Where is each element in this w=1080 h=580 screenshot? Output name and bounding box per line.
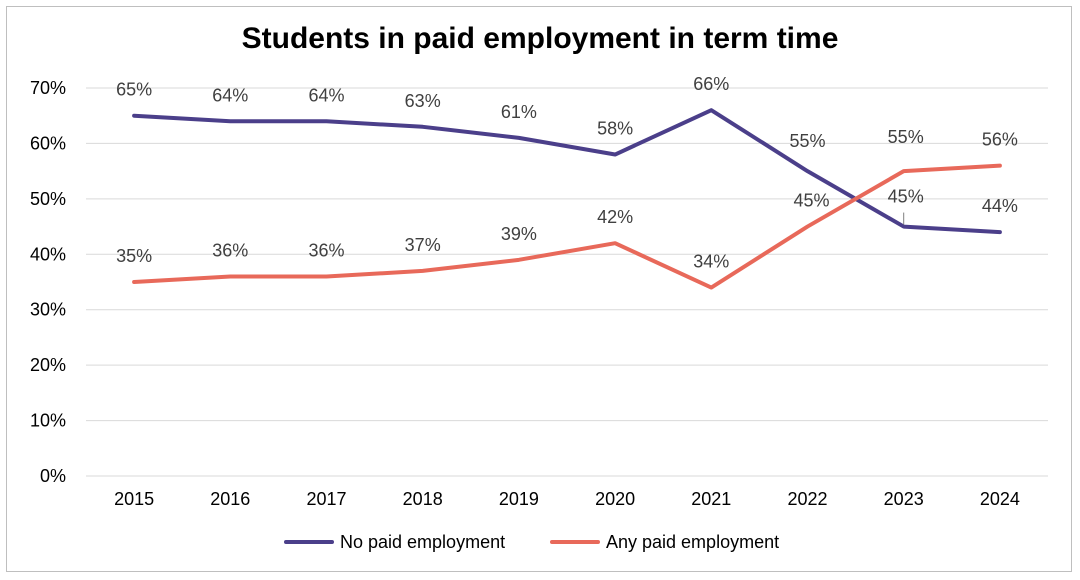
data-label: 36% — [308, 240, 344, 260]
series-line-1 — [132, 108, 1002, 235]
data-label: 56% — [982, 130, 1018, 150]
legend: No paid employment Any paid employment — [284, 532, 779, 552]
x-tick-label: 2018 — [403, 489, 443, 509]
y-tick-label: 70% — [30, 78, 66, 98]
data-label: 65% — [116, 80, 152, 100]
x-axis-ticks: 2015 2016 2017 2018 2019 2020 2021 2022 2023 2024 — [114, 489, 1020, 509]
chart-title: Students in paid employment in term time — [241, 22, 839, 55]
data-label: 64% — [212, 85, 248, 105]
data-label: 58% — [597, 119, 633, 139]
data-label: 55% — [789, 131, 825, 151]
data-label: 61% — [501, 102, 537, 122]
x-tick-label: 2022 — [787, 489, 827, 509]
data-label: 66% — [693, 74, 729, 94]
x-tick-label: 2024 — [980, 489, 1020, 509]
data-label: 35% — [116, 246, 152, 266]
data-label: 37% — [405, 235, 441, 255]
legend-label-1: No paid employment — [340, 532, 505, 552]
data-labels: 65% 64% 64% 63% 61% 58% 66% 55% 45% 44% 35% 36% 36% 3… — [116, 74, 1018, 271]
data-label: 34% — [693, 252, 729, 272]
data-label: 45% — [888, 187, 924, 207]
data-label: 36% — [212, 240, 248, 260]
x-tick-label: 2020 — [595, 489, 635, 509]
legend-label-2: Any paid employment — [606, 532, 779, 552]
x-tick-label: 2023 — [884, 489, 924, 509]
data-label: 63% — [405, 91, 441, 111]
data-label: 55% — [888, 127, 924, 147]
y-tick-label: 40% — [30, 244, 66, 264]
x-tick-label: 2017 — [306, 489, 346, 509]
data-label: 42% — [597, 207, 633, 227]
y-tick-label: 30% — [30, 300, 66, 320]
x-tick-label: 2015 — [114, 489, 154, 509]
series-line-2 — [132, 163, 1002, 290]
data-label: 64% — [308, 85, 344, 105]
y-tick-label: 0% — [40, 466, 66, 486]
data-label: 39% — [501, 224, 537, 244]
chart-frame — [6, 6, 1072, 572]
gridlines — [86, 87, 1048, 477]
y-tick-label: 10% — [30, 411, 66, 431]
series-lines — [132, 108, 1002, 290]
x-tick-label: 2021 — [691, 489, 731, 509]
y-axis-ticks: 0% 10% 20% 30% 40% 50% 60% 70% — [30, 78, 66, 486]
x-tick-label: 2019 — [499, 489, 539, 509]
data-label: 44% — [982, 196, 1018, 216]
y-tick-label: 20% — [30, 355, 66, 375]
x-tick-label: 2016 — [210, 489, 250, 509]
y-tick-label: 50% — [30, 189, 66, 209]
data-label: 45% — [793, 191, 829, 211]
y-tick-label: 60% — [30, 133, 66, 153]
